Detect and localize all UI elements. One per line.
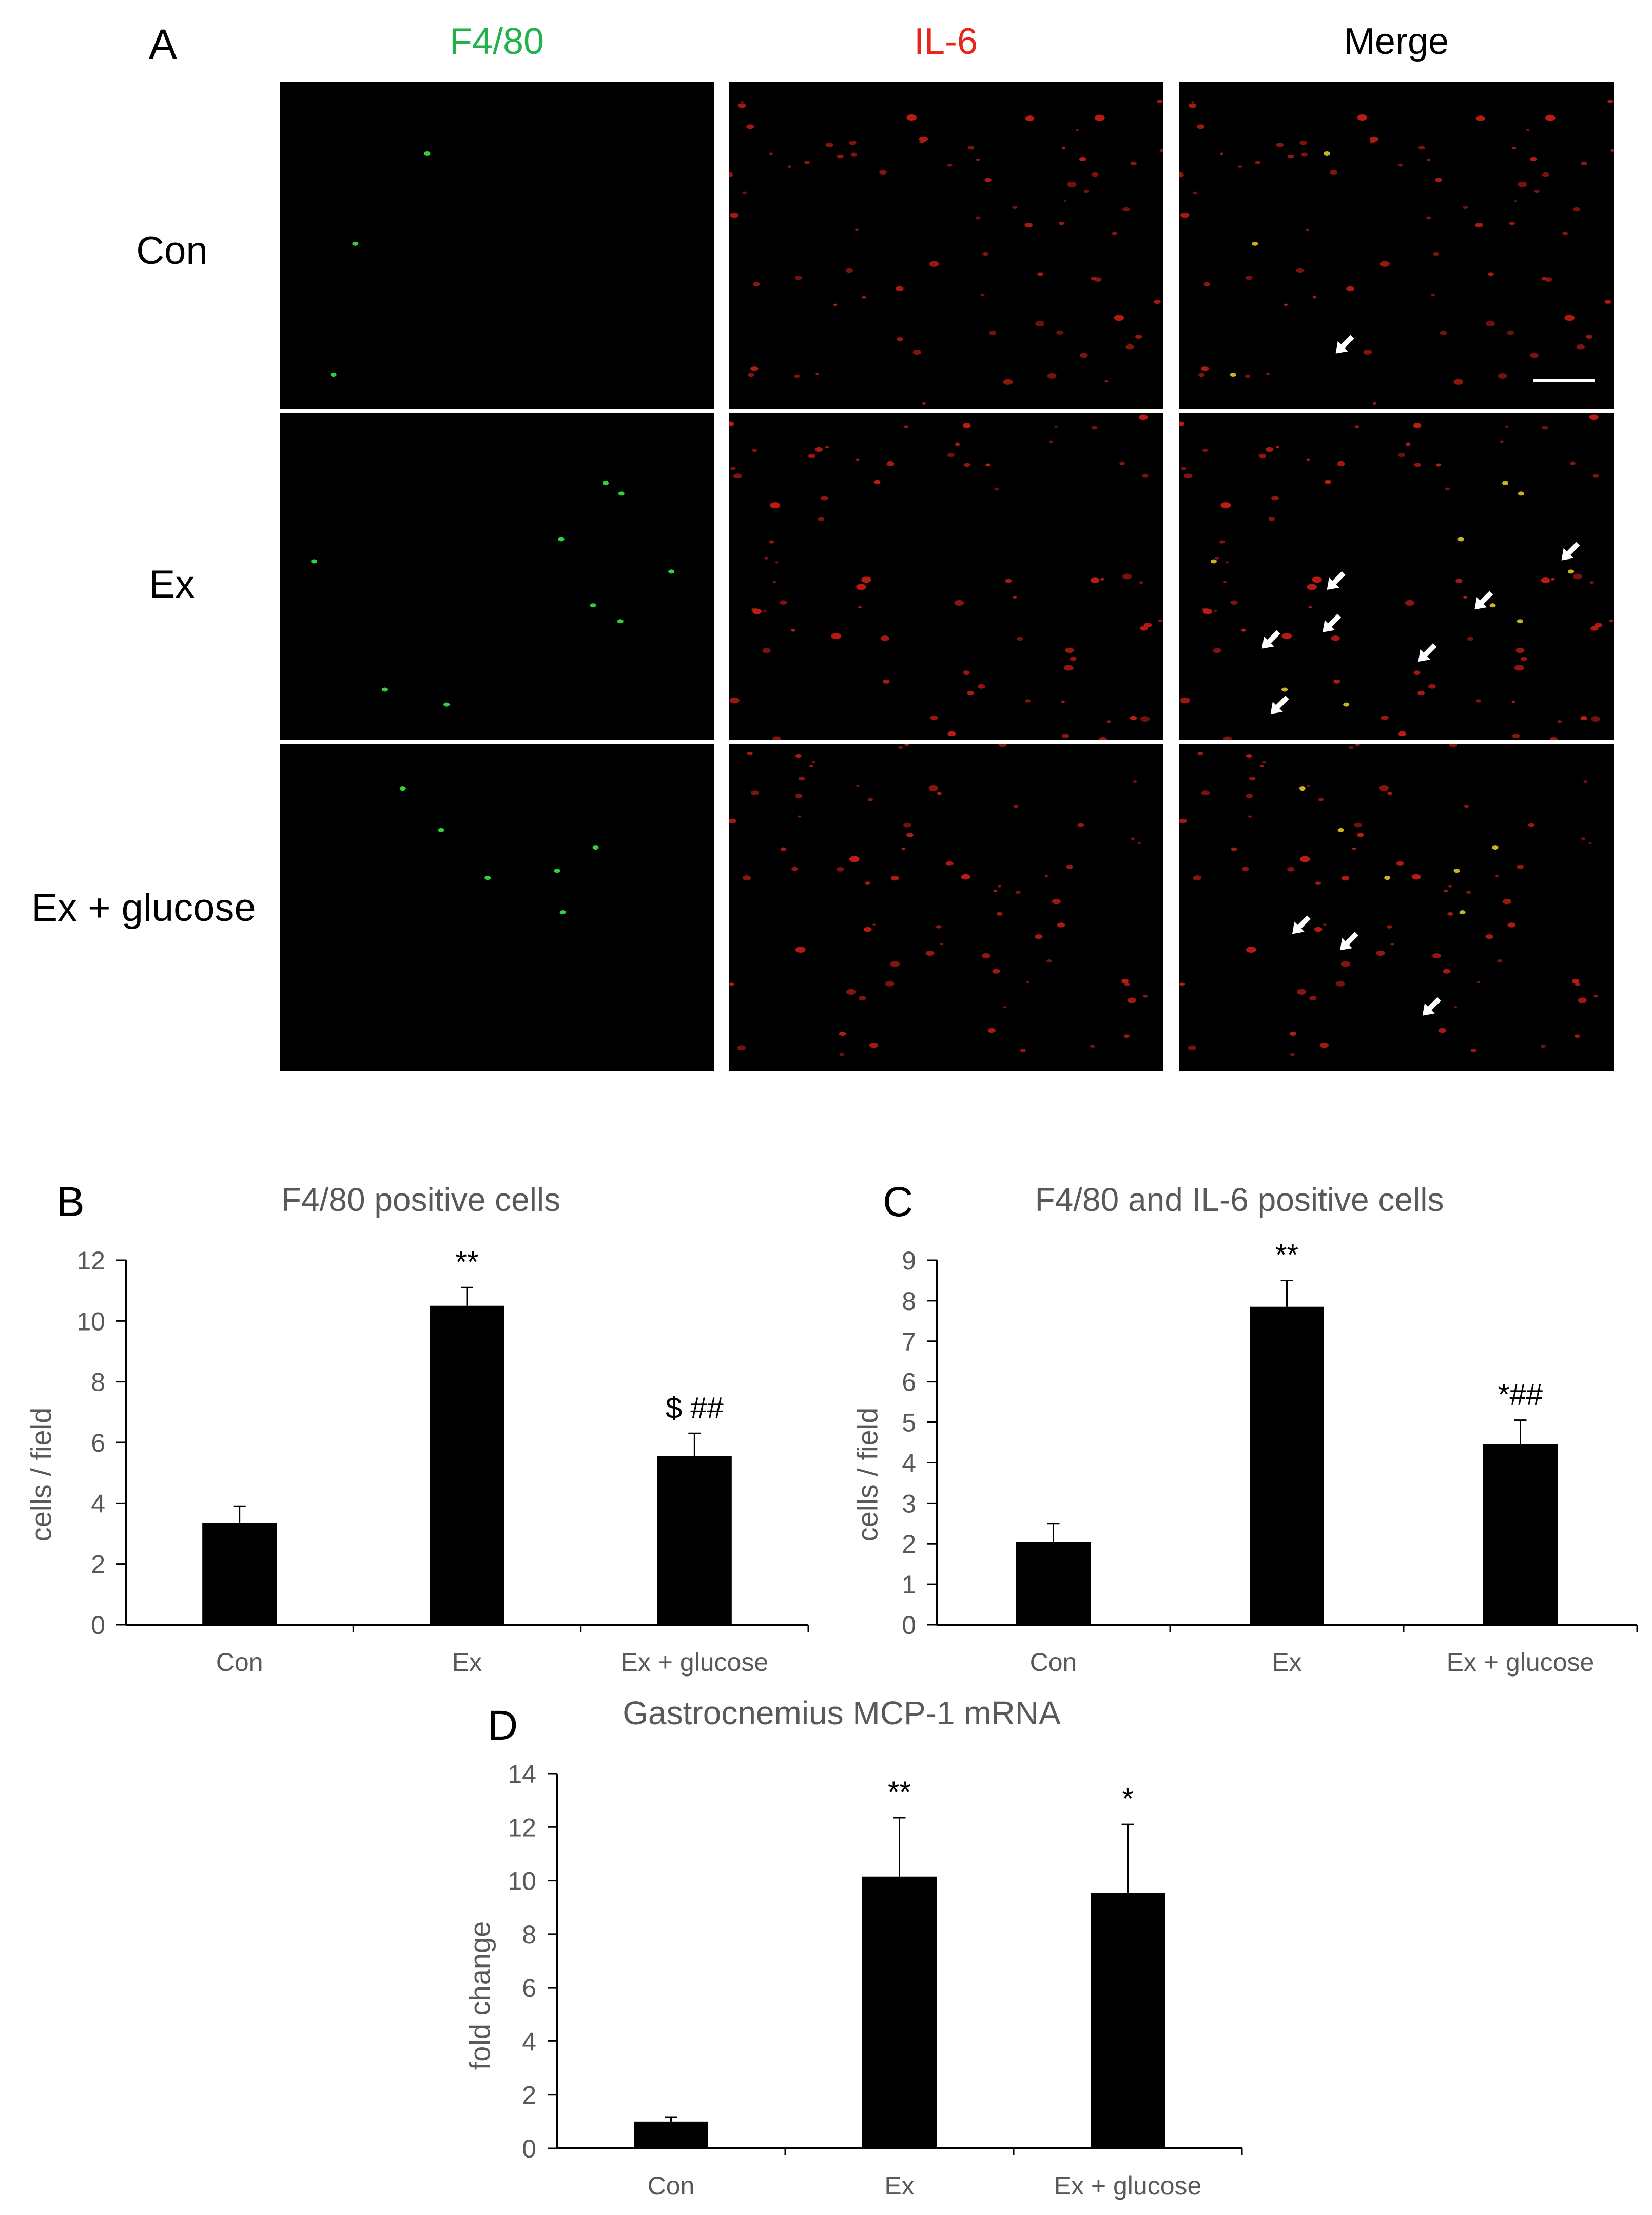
white-arrow-icon <box>1323 613 1342 632</box>
micrograph-ex-il6 <box>729 413 1163 740</box>
white-arrow-icon <box>1418 643 1437 662</box>
chart-b-y-tick-label: 0 <box>91 1611 105 1640</box>
chart-b-bar <box>202 1523 277 1625</box>
chart-c-y-tick-label: 2 <box>902 1530 916 1558</box>
chart-b-y-tick-label: 12 <box>76 1246 105 1275</box>
chart-c-y-tick-label: 9 <box>902 1246 916 1275</box>
column-header-f480: F4/80 <box>449 21 545 62</box>
micrograph-ex-merge <box>1179 413 1614 740</box>
micrograph-con-f480 <box>280 82 714 409</box>
panel-c-letter: C <box>883 1179 914 1225</box>
chart-d-category-label: Con <box>648 2171 695 2200</box>
chart-b-category-label: Con <box>216 1648 263 1677</box>
chart-d-bar <box>1091 1893 1165 2148</box>
chart-b-y-tick-label: 2 <box>91 1550 105 1579</box>
chart-c-significance-label: ** <box>1275 1238 1298 1272</box>
chart-c-bar <box>1483 1444 1558 1625</box>
chart-b-significance-label: $ ## <box>666 1391 724 1424</box>
white-arrow-icon <box>1335 335 1354 354</box>
chart-c-title: F4/80 and IL-6 positive cells <box>1035 1181 1444 1218</box>
white-arrow-icon <box>1292 915 1311 934</box>
row-label-con: Con <box>136 229 208 273</box>
chart-d-category-label: Ex + glucose <box>1054 2171 1202 2200</box>
chart-d-y-tick-label: 6 <box>522 1974 536 2002</box>
chart-d-bar <box>862 1876 937 2148</box>
chart-d-bar <box>634 2121 708 2148</box>
chart-b-y-tick-label: 8 <box>91 1368 105 1397</box>
chart-c-category-label: Ex <box>1272 1648 1301 1677</box>
chart-c-y-tick-label: 6 <box>902 1368 916 1397</box>
chart-d-category-label: Ex <box>884 2171 914 2200</box>
chart-d-significance-label: * <box>1122 1782 1134 1816</box>
white-arrow-icon <box>1474 591 1493 610</box>
chart-c-y-tick-label: 7 <box>902 1327 916 1356</box>
micrograph-ex-glucose-f480 <box>280 744 714 1071</box>
micrograph-ex-glucose-merge <box>1179 744 1614 1071</box>
micrograph-con-il6 <box>729 82 1163 409</box>
white-arrow-icon <box>1327 571 1346 590</box>
chart-b-bar <box>657 1456 732 1625</box>
chart-c-bar <box>1016 1542 1091 1625</box>
chart-d-y-tick-label: 12 <box>508 1813 536 1842</box>
chart-d-title: Gastrocnemius MCP-1 mRNA <box>623 1694 1061 1731</box>
column-header-merge: Merge <box>1344 21 1449 62</box>
chart-d-significance-label: ** <box>888 1776 911 1809</box>
chart-b-bar <box>430 1305 504 1625</box>
chart-c-y-tick-label: 4 <box>902 1449 916 1477</box>
white-arrow-icon <box>1270 695 1289 715</box>
chart-c-y-tick-label: 3 <box>902 1489 916 1518</box>
micrograph-ex-f480 <box>280 413 714 740</box>
chart-b-category-label: Ex + glucose <box>620 1648 768 1677</box>
chart-d-y-tick-label: 8 <box>522 1920 536 1949</box>
chart-b-significance-label: ** <box>455 1245 478 1279</box>
column-header-il6: IL-6 <box>914 21 978 62</box>
chart-c-significance-label: *## <box>1498 1378 1543 1412</box>
panel-d-letter: D <box>488 1702 518 1749</box>
white-arrow-icon <box>1340 932 1359 951</box>
chart-b-title: F4/80 positive cells <box>281 1181 561 1218</box>
chart-b-plot: 0 2 4 6 8 10 12 Con Ex ** Ex + glucose $ ## <box>76 1245 809 1677</box>
white-arrow-icon <box>1561 542 1580 561</box>
row-label-ex-glucose: Ex + glucose <box>31 886 256 930</box>
row-label-ex: Ex <box>149 563 195 606</box>
micrograph-con-merge <box>1179 82 1614 409</box>
chart-d-y-tick-label: 2 <box>522 2081 536 2110</box>
chart-c-plot: 0 1 2 3 4 5 6 7 8 9 Con Ex ** Ex + glucose *## <box>902 1238 1638 1677</box>
chart-c-y-tick-label: 5 <box>902 1409 916 1437</box>
white-arrow-icon <box>1261 630 1280 649</box>
chart-c-y-tick-label: 1 <box>902 1570 916 1599</box>
chart-c-bar <box>1250 1306 1324 1625</box>
chart-b-y-tick-label: 10 <box>76 1307 105 1336</box>
chart-c-category-label: Con <box>1030 1648 1077 1677</box>
panel-a-letter: A <box>149 21 177 68</box>
white-arrow-icon <box>1422 997 1441 1016</box>
micrograph-ex-glucose-il6 <box>729 744 1163 1071</box>
chart-d-y-tick-label: 14 <box>508 1760 536 1788</box>
chart-c-category-label: Ex + glucose <box>1447 1648 1595 1677</box>
panel-b-letter: B <box>56 1179 85 1225</box>
chart-b-y-tick-label: 6 <box>91 1429 105 1457</box>
chart-d-plot: 0 2 4 6 8 10 12 14 Con Ex ** Ex + glucose * <box>508 1760 1243 2200</box>
chart-c-y-tick-label: 0 <box>902 1611 916 1640</box>
chart-d-y-tick-label: 4 <box>522 2027 536 2056</box>
chart-b-category-label: Ex <box>452 1648 482 1677</box>
chart-b-y-tick-label: 4 <box>91 1489 105 1518</box>
chart-d-y-tick-label: 10 <box>508 1867 536 1896</box>
chart-c-y-tick-label: 8 <box>902 1287 916 1316</box>
chart-d-y-tick-label: 0 <box>522 2134 536 2163</box>
